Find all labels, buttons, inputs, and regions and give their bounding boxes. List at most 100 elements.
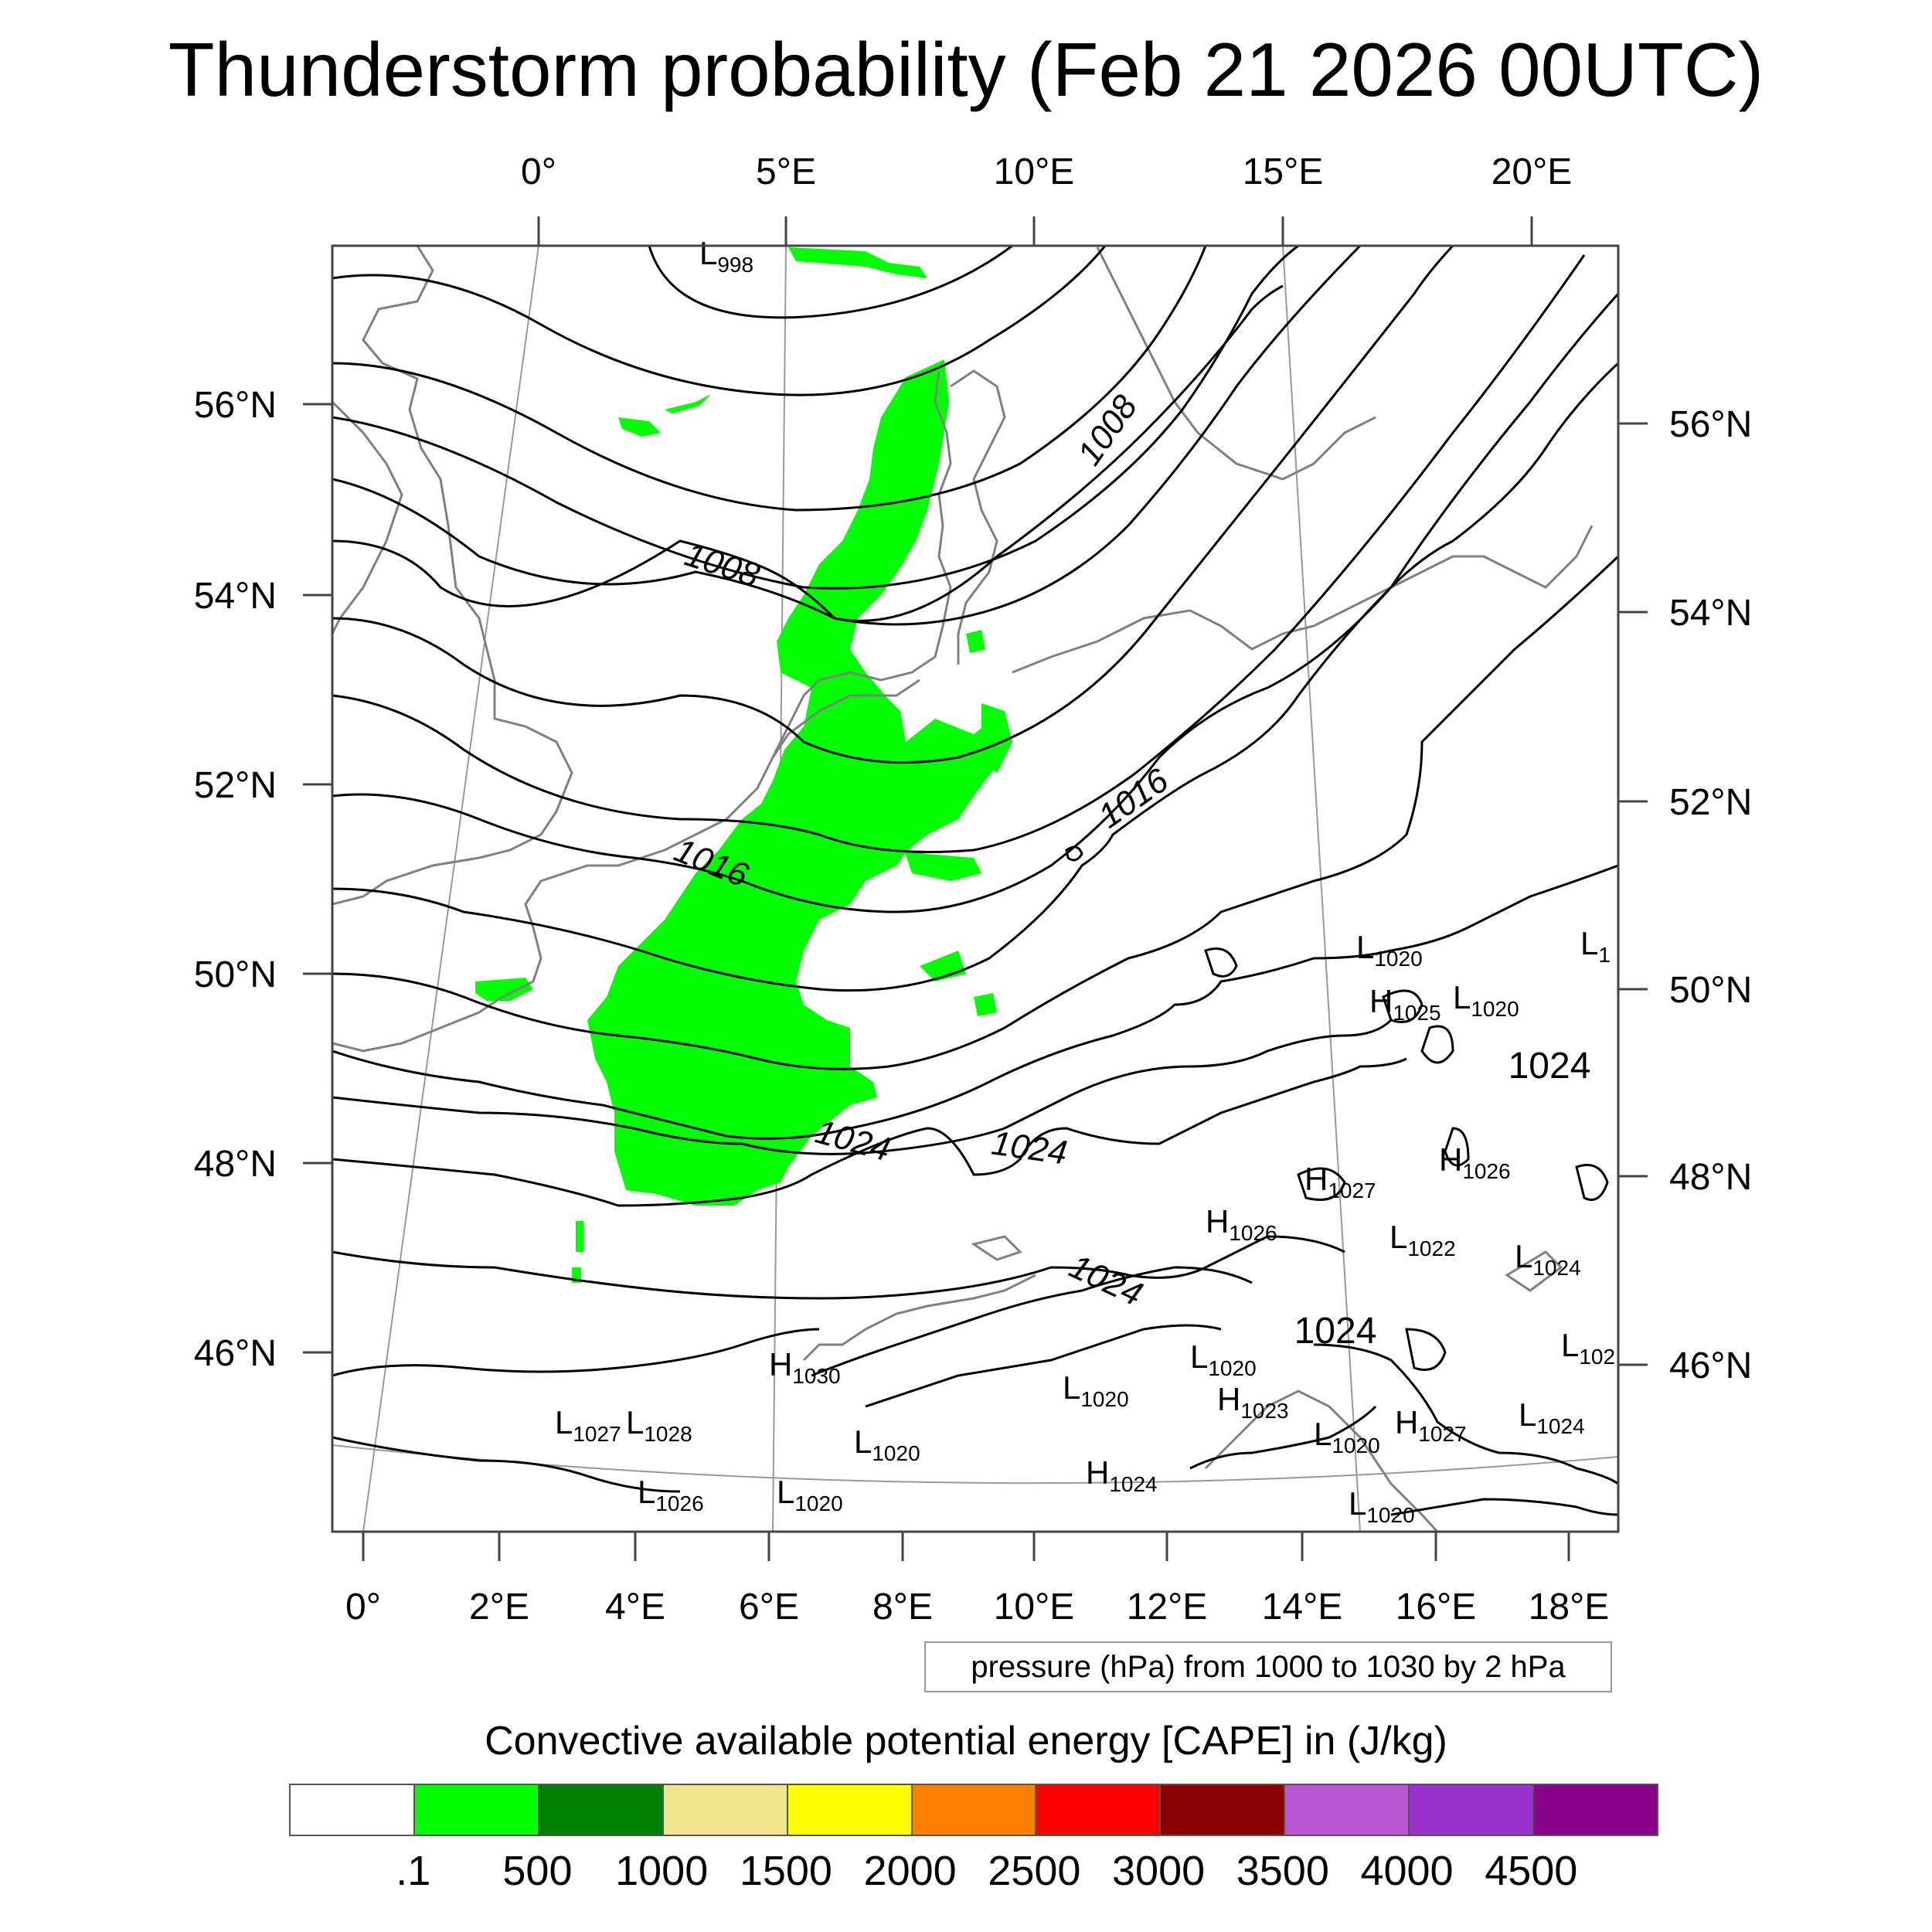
isobar-1026 [332,1328,820,1377]
top-axis [537,216,1533,246]
bottom-axis-labels: 0° 2°E 4°E 6°E 8°E 10°E 12°E 14°E 16°E 1… [345,1587,1609,1628]
isobar-label: 1008 [680,536,764,595]
pressure-system: H1023 [1217,1381,1289,1423]
right-lat-label: 56°N [1669,404,1752,445]
colorbar-label: 3500 [1236,1848,1329,1894]
left-axis-labels: 56°N 54°N 52°N 50°N 48°N 46°N [194,385,277,1374]
colorbar-label: 2000 [863,1848,957,1894]
cape-fill [475,247,1012,1283]
colorbar-swatch [663,1785,788,1835]
colorbar-swatch [787,1785,913,1835]
colorbar-labels: .1 500 1000 1500 2000 2500 3000 3500 4000 4500 [0,1847,1932,1901]
isobar-1018 [332,555,1618,1070]
colorbar-label: 3000 [1112,1848,1206,1894]
meridian-15 [1282,246,1361,1532]
colorbar-label: 500 [502,1848,573,1894]
isobar-label: 1008 [1070,388,1145,472]
colorbar-swatch [1285,1785,1410,1835]
isobar-1002 [332,246,1207,512]
pressure-systems: L998 L1020 L1 H1025 L1020 H1027 H1026 H1… [555,235,1615,1527]
isobar-1000 [332,246,1107,396]
pressure-system: L1020 [1063,1369,1129,1411]
right-lat-label: 48°N [1669,1157,1752,1198]
coast-lake-1 [971,1235,1022,1261]
pressure-system: L1026 [638,1474,704,1515]
pressure-system: H1026 [1439,1141,1511,1183]
bottom-lon-label: 6°E [739,1587,799,1628]
pressure-system: L998 [699,235,753,277]
colorbar-label: 1000 [615,1848,709,1894]
pressure-system: H1030 [769,1346,841,1388]
isobar-south-1 [811,1266,1253,1377]
left-lat-label: 46°N [194,1333,277,1374]
pressure-system: L1 [1580,925,1611,967]
right-axis-labels: 56°N 54°N 52°N 50°N 48°N 46°N [1669,404,1752,1386]
colorbar-swatch [1410,1785,1535,1835]
left-lat-label: 54°N [194,576,277,617]
coast-denmark [950,369,1006,665]
pressure-system: L102 [1561,1327,1615,1369]
pressure-system: H1026 [1206,1203,1277,1245]
pressure-system: L1020 [1453,979,1519,1021]
bottom-lon-label: 10°E [994,1587,1075,1628]
isobar-closed-7 [1405,1328,1447,1371]
cape-area-english-channel [475,978,533,1001]
colorbar [289,1784,1658,1836]
isobar-label: 1024 [989,1124,1070,1172]
isobar-closed-3 [1204,947,1238,978]
left-lat-label: 56°N [194,385,277,426]
pressure-system: L1024 [1519,1396,1585,1438]
isobar-1014 [332,292,1618,913]
cape-area-germany [981,703,1012,773]
pressure-system: L1027 [555,1404,621,1446]
colorbar-swatch [414,1785,539,1835]
pressure-system: H1027 [1304,1161,1376,1202]
pressure-system: L1020 [1349,1485,1415,1527]
isobar-1008 [332,284,1284,622]
isobar-label: 1024 [1509,1046,1591,1087]
top-lon-label: 20°E [1492,151,1573,192]
cape-area-east-3 [974,993,997,1016]
isobar-south-4 [1313,1343,1618,1485]
left-lat-label: 50°N [194,954,277,995]
isobar-closed-5 [1444,1127,1470,1167]
bottom-lon-label: 16°E [1396,1587,1477,1628]
top-lon-label: 0° [521,151,556,192]
isobar-1024-a [332,1057,1407,1207]
colorbar-swatch [539,1785,664,1835]
isobar-998 [648,246,1013,319]
cape-area-east-2 [966,630,985,653]
top-axis-labels: 0° 5°E 10°E 15°E 20°E [521,151,1572,192]
bottom-lon-label: 12°E [1127,1587,1208,1628]
colorbar-swatch [291,1785,415,1835]
isobar-label: 1024 [1294,1311,1377,1352]
pressure-system: H1025 [1369,983,1441,1025]
right-lat-label: 52°N [1669,782,1752,823]
pressure-system: L1022 [1389,1219,1456,1260]
right-lat-label: 50°N [1669,970,1752,1011]
isobar-1028 [332,1436,681,1493]
map-frame [331,244,1620,1533]
pressure-system: L1020 [777,1474,843,1515]
left-lat-label: 52°N [194,765,277,806]
isobars [332,246,1618,1516]
colorbar-label: 4500 [1485,1848,1578,1894]
pressure-info-box: pressure (hPa) from 1000 to 1030 by 2 hP… [924,1641,1612,1692]
pressure-system: H1027 [1395,1404,1467,1446]
cape-area-small-south [576,1221,583,1252]
isobar-south-3 [1189,1405,1377,1470]
isobar-closed-8 [1065,845,1083,862]
pressure-system: L1020 [1190,1338,1257,1380]
colorbar-label: 1500 [739,1848,832,1894]
coast-sweden [1096,247,1376,481]
bottom-lon-label: 18°E [1529,1587,1610,1628]
colorbar-label: 2500 [988,1848,1081,1894]
colorbar-swatch [1534,1785,1657,1835]
isobar-closed-2 [1420,1025,1454,1064]
top-lon-label: 10°E [994,151,1075,192]
pressure-system: H1024 [1086,1454,1158,1496]
isobar-1006 [332,246,1362,626]
isobar-1016 [332,362,1618,992]
top-lon-label: 5°E [756,151,816,192]
meridian-0 [362,246,539,1532]
